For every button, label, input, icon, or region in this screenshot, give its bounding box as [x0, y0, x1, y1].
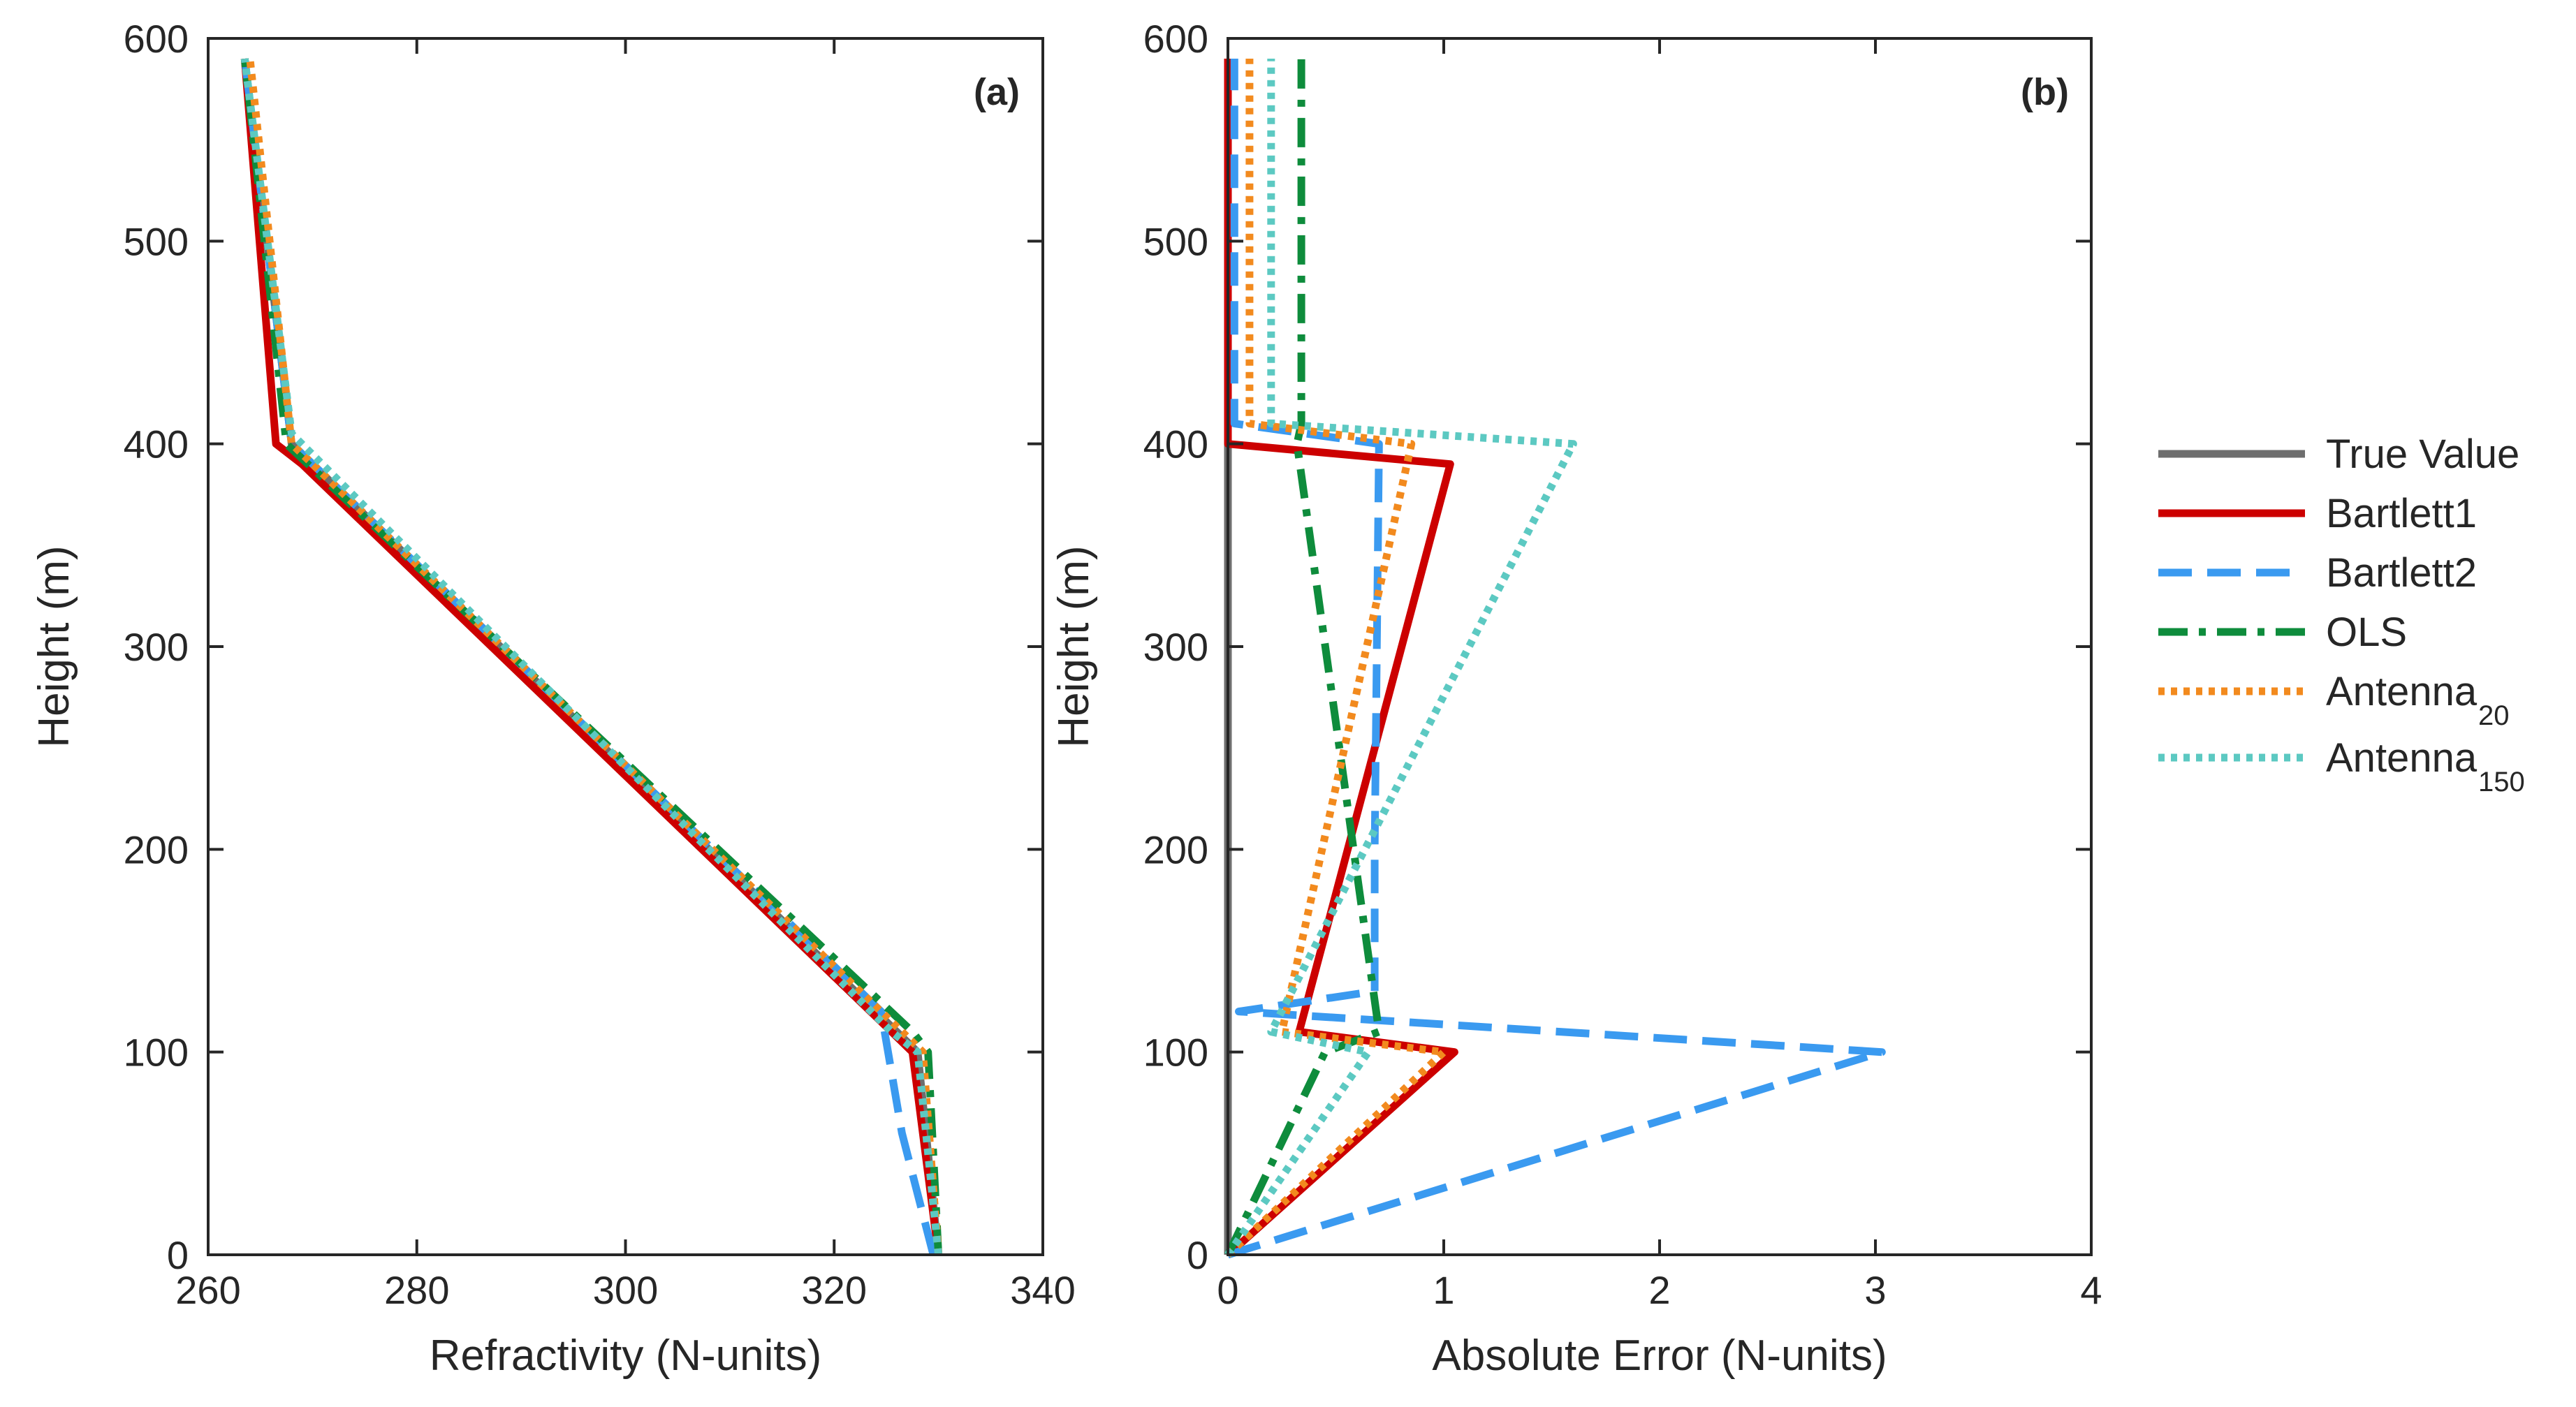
panel-a-y-axis-label: Height (m): [30, 545, 78, 747]
panel-a-x-axis-label: Refractivity (N-units): [430, 1332, 822, 1380]
panel-b-ytick-label: 500: [1143, 219, 1208, 263]
panel-a-xtick-label: 300: [593, 1268, 658, 1312]
panel-a-series-bartlett2: [240, 58, 937, 1256]
panel-a-series-true-value: [240, 58, 943, 1255]
panel-b-ytick-label: 400: [1143, 422, 1208, 466]
panel-b-ytick-label: 0: [1187, 1233, 1208, 1277]
panel-b-absolute-error: 0 1 2 3 4 0 100 200 300 400 500 600 Absolute Error (…: [1050, 17, 2102, 1380]
panel-b-xtick-label: 3: [1864, 1268, 1886, 1312]
legend-label: Antenna: [2326, 669, 2478, 714]
panel-a-refractivity: 260 280 300 320 340 0 100 200 300 400 500 600 Refrac…: [30, 17, 1076, 1380]
panel-b-series-bartlett1: [1224, 59, 1458, 1258]
panel-a-ytick-label: 500: [124, 219, 189, 263]
legend-label-subscript: 20: [2478, 700, 2510, 731]
panel-a-series-antenna-20: [246, 58, 943, 1255]
panel-b-y-axis-label: Height (m): [1050, 545, 1098, 747]
panel-a-ytick-label: 400: [124, 422, 189, 466]
panel-a-xtick-label: 320: [802, 1268, 867, 1312]
panel-a-ytick-label: 0: [167, 1233, 189, 1277]
panel-b-axes-frame: [1227, 37, 2093, 1256]
legend-label: True Value: [2326, 432, 2519, 477]
panel-b-ytick-label: 200: [1143, 827, 1208, 871]
legend: True Value Bartlett1 Bartlett2 OLS Antenna20…: [2158, 432, 2525, 797]
panel-b-xtick-label: 4: [2080, 1268, 2102, 1312]
panel-a-ytick-label: 200: [124, 827, 189, 871]
panel-a-ytick-label: 100: [124, 1031, 189, 1075]
panel-b-series-ols: [1224, 59, 1383, 1257]
panel-a-series-bartlett1: [240, 58, 943, 1255]
panel-b-ytick-label: 300: [1143, 625, 1208, 669]
panel-b-series-bartlett2: [1227, 59, 1886, 1259]
panel-b-series-antenna-20: [1225, 59, 1448, 1258]
legend-label: Bartlett2: [2326, 550, 2477, 596]
panel-b-xtick-label: 0: [1217, 1268, 1238, 1312]
legend-label: OLS: [2326, 610, 2407, 655]
panel-b-ytick-label: 100: [1143, 1031, 1208, 1075]
panel-b-xtick-label: 2: [1648, 1268, 1670, 1312]
panel-a-ytick-label: 300: [124, 625, 189, 669]
panel-b-ytick-label: 600: [1143, 17, 1208, 61]
panel-b-panel-tag: (b): [2021, 71, 2069, 113]
panel-a-ytick-label: 600: [124, 17, 189, 61]
panel-a-xtick-label: 340: [1010, 1268, 1075, 1312]
legend-label: Bartlett1: [2326, 491, 2477, 536]
panel-b-x-axis-label: Absolute Error (N-units): [1432, 1332, 1887, 1380]
panel-a-xtick-label: 260: [175, 1268, 240, 1312]
panel-a-series-ols: [240, 58, 943, 1255]
panel-a-panel-tag: (a): [974, 71, 1020, 113]
panel-a-series-antenna-150: [240, 58, 943, 1255]
legend-label-subscript: 150: [2478, 767, 2525, 797]
panel-a-xtick-label: 280: [384, 1268, 449, 1312]
panel-b-series-antenna-150: [1224, 59, 1577, 1258]
panel-b-xtick-label: 1: [1433, 1268, 1454, 1312]
legend-label: Antenna: [2326, 735, 2478, 781]
